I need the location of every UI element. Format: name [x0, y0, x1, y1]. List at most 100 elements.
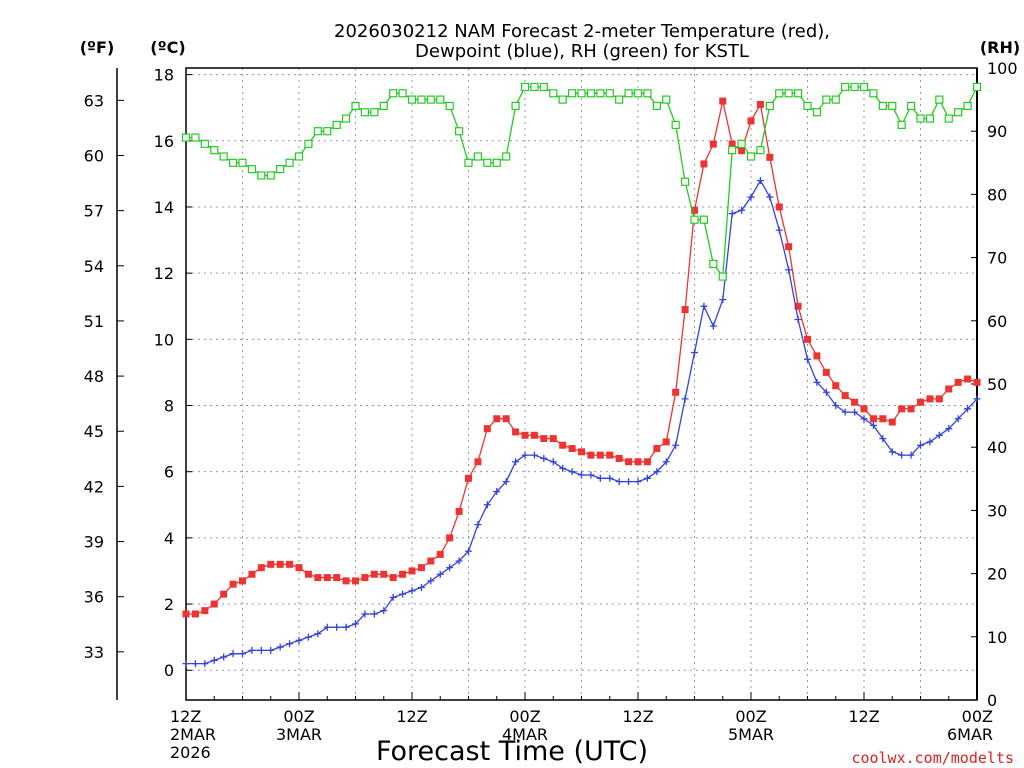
temperature-point [653, 445, 661, 453]
chart-title-line2: Dewpoint (blue), RH (green) for KSTL [415, 41, 749, 62]
rh-point [181, 133, 191, 142]
temperature-point [879, 415, 887, 423]
dewpoint-point [370, 610, 378, 618]
temperature-point [973, 378, 981, 386]
fahrenheit-tick-label: 42 [84, 477, 104, 496]
temperature-point [662, 438, 670, 446]
series-temperature [182, 97, 981, 618]
dewpoint-point [502, 478, 510, 486]
rh-point [191, 133, 200, 142]
temperature-point [822, 368, 830, 376]
rh-point [304, 139, 313, 148]
temperature-point [295, 564, 303, 572]
rh-point [831, 95, 840, 104]
time-tick-label: 3MAR [276, 725, 322, 744]
series-rh [181, 82, 982, 281]
rh-point [238, 158, 247, 167]
rh-tick-label: 60 [987, 312, 1007, 331]
temperature-point [474, 458, 482, 466]
rh-point [756, 146, 765, 155]
temperature-point [389, 574, 397, 582]
rh-point [690, 215, 699, 224]
dewpoint-point [455, 557, 463, 565]
rh-point [294, 152, 304, 161]
rh-point [944, 114, 953, 123]
dewpoint-point [728, 210, 736, 218]
temperature-point [191, 610, 199, 618]
fahrenheit-tick-label: 54 [84, 257, 104, 276]
dewpoint-point [785, 266, 793, 274]
temperature-point [276, 560, 284, 568]
temperature-point [483, 425, 491, 433]
dewpoint-point [286, 640, 294, 648]
time-tick-label: 00Z [735, 707, 766, 726]
rh-point [699, 215, 709, 224]
rh-point [407, 95, 417, 104]
rh-point [888, 101, 897, 111]
temperature-point [352, 577, 359, 585]
time-tick-label: 2026 [170, 743, 211, 762]
x-axis-title: Forecast Time (UTC) [376, 736, 648, 767]
dewpoint-point [766, 193, 774, 201]
temperature-point [672, 388, 680, 396]
temperature-point [841, 392, 849, 400]
rh-point [549, 89, 558, 98]
dewpoint-point [333, 623, 341, 631]
temperature-point [935, 395, 943, 403]
rh-point [954, 108, 963, 117]
time-tick-label: 00Z [509, 707, 540, 726]
rh-point [850, 82, 859, 92]
rh-point [379, 101, 388, 111]
rh-point [841, 82, 850, 92]
rh-point [718, 272, 727, 281]
temperature-point [625, 458, 633, 466]
temperature-point [766, 153, 774, 161]
rh-point [652, 101, 661, 111]
rh-point [737, 139, 746, 148]
dewpoint-point [352, 620, 359, 628]
rh-tick-label: 0 [987, 691, 997, 710]
dewpoint-point [512, 458, 520, 466]
time-tick-label: 12Z [848, 707, 879, 726]
celsius-tick-label: 12 [154, 264, 174, 283]
temperature-point [323, 574, 331, 582]
dewpoint-point [615, 478, 623, 486]
dewpoint-point [267, 646, 275, 654]
rh-point [511, 101, 520, 111]
time-tick-label: 5MAR [728, 725, 774, 744]
rh-point [464, 158, 473, 167]
temperature-point [691, 206, 698, 214]
temperature-point [851, 398, 859, 406]
fahrenheit-tick-label: 63 [84, 91, 104, 110]
rh-point [351, 101, 360, 111]
temperature-point [502, 415, 510, 423]
celsius-tick-label: 18 [154, 66, 174, 85]
rh-point [332, 120, 341, 129]
rh-point [963, 101, 972, 111]
dewpoint-point [738, 206, 746, 214]
temperature-point [446, 534, 454, 542]
temperature-point [370, 570, 378, 578]
rh-tick-label: 70 [987, 249, 1007, 268]
celsius-tick-label: 4 [164, 529, 174, 548]
temperature-point [756, 100, 764, 108]
rh-point [558, 95, 567, 104]
temperature-point [380, 570, 388, 578]
dewpoint-point [907, 451, 915, 459]
dewpoint-point [399, 590, 407, 598]
temperature-point [888, 418, 896, 426]
temperature-point [634, 458, 642, 466]
dewpoint-point [549, 458, 557, 466]
dewpoint-point [559, 464, 567, 472]
temperature-point [248, 570, 256, 578]
dewpoint-point [182, 660, 190, 668]
rh-point [200, 139, 209, 148]
celsius-tick-label: 8 [164, 397, 174, 416]
rh-point [530, 82, 539, 92]
dewpoint-point [954, 415, 962, 423]
rh-point [765, 101, 774, 111]
dewpoint-point [239, 650, 246, 658]
rh-point [605, 89, 614, 98]
rh-point [247, 165, 257, 174]
